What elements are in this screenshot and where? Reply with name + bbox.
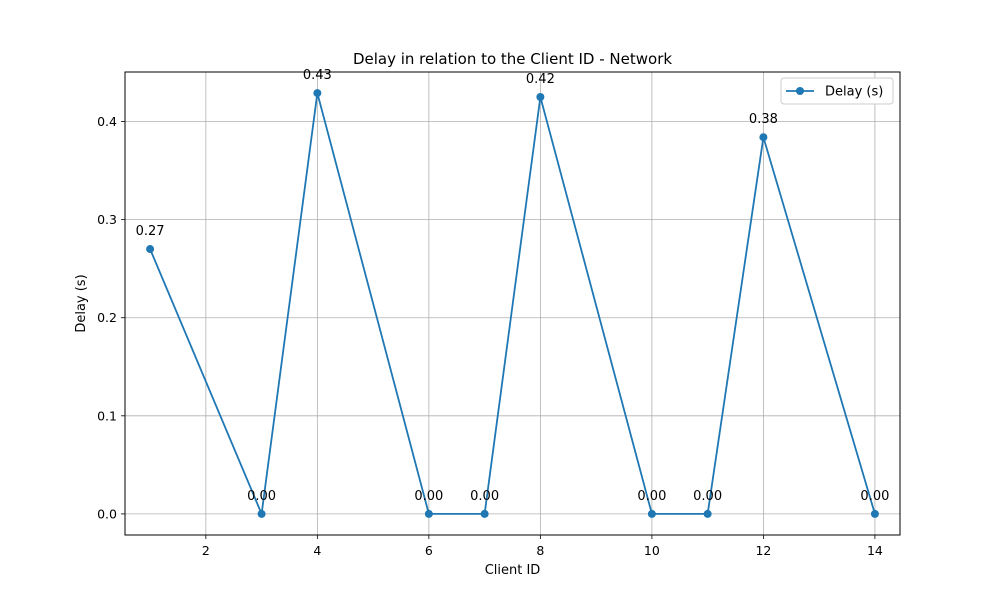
x-tick-label: 12 [755, 543, 771, 558]
data-point [146, 245, 155, 254]
data-point [703, 509, 712, 518]
data-point [536, 93, 545, 102]
data-point [480, 509, 489, 518]
data-label: 0.00 [414, 489, 443, 504]
data-label: 0.00 [693, 489, 722, 504]
x-tick-label: 2 [202, 543, 210, 558]
data-point [257, 509, 266, 518]
legend-box [780, 77, 894, 105]
data-point [313, 89, 322, 98]
data-label: 0.38 [749, 112, 778, 127]
x-tick-label: 14 [867, 543, 883, 558]
x-tick-label: 6 [425, 543, 433, 558]
x-tick-label: 8 [536, 543, 544, 558]
data-point [424, 509, 433, 518]
y-tick-label: 0.1 [97, 408, 117, 423]
data-label: 0.43 [303, 68, 332, 83]
legend: Delay (s) [780, 77, 894, 105]
legend-label: Delay (s) [825, 85, 883, 100]
x-axis-label: Client ID [485, 563, 541, 578]
data-label: 0.00 [470, 489, 499, 504]
data-label: 0.00 [860, 489, 889, 504]
x-tick-label: 10 [644, 543, 660, 558]
grid [125, 72, 900, 535]
data-label: 0.00 [247, 489, 276, 504]
data-label: 0.27 [136, 224, 165, 239]
y-tick-label: 0.2 [97, 310, 117, 325]
y-axis-label: Delay (s) [74, 274, 89, 332]
data-point [870, 509, 879, 518]
data-label: 0.00 [637, 489, 666, 504]
y-tick-label: 0.4 [97, 114, 117, 129]
data-point [647, 509, 656, 518]
ticks: 2 4 6 8 10 12 14 0.0 0.1 0.2 0.3 0.4 [97, 114, 883, 558]
legend-marker [796, 87, 804, 95]
y-tick-label: 0.0 [97, 506, 117, 521]
x-tick-label: 4 [313, 543, 321, 558]
series-layer: 0.27 0.00 0.43 0.00 0.00 0.42 0.00 0.00 0.38 0.00 [136, 68, 889, 518]
series-line [149, 92, 876, 518]
plot-frame [124, 71, 901, 536]
data-label: 0.42 [526, 72, 555, 87]
chart-title: Delay in relation to the Client ID - Net… [353, 50, 672, 68]
data-point [759, 133, 768, 142]
y-tick-label: 0.3 [97, 212, 117, 227]
